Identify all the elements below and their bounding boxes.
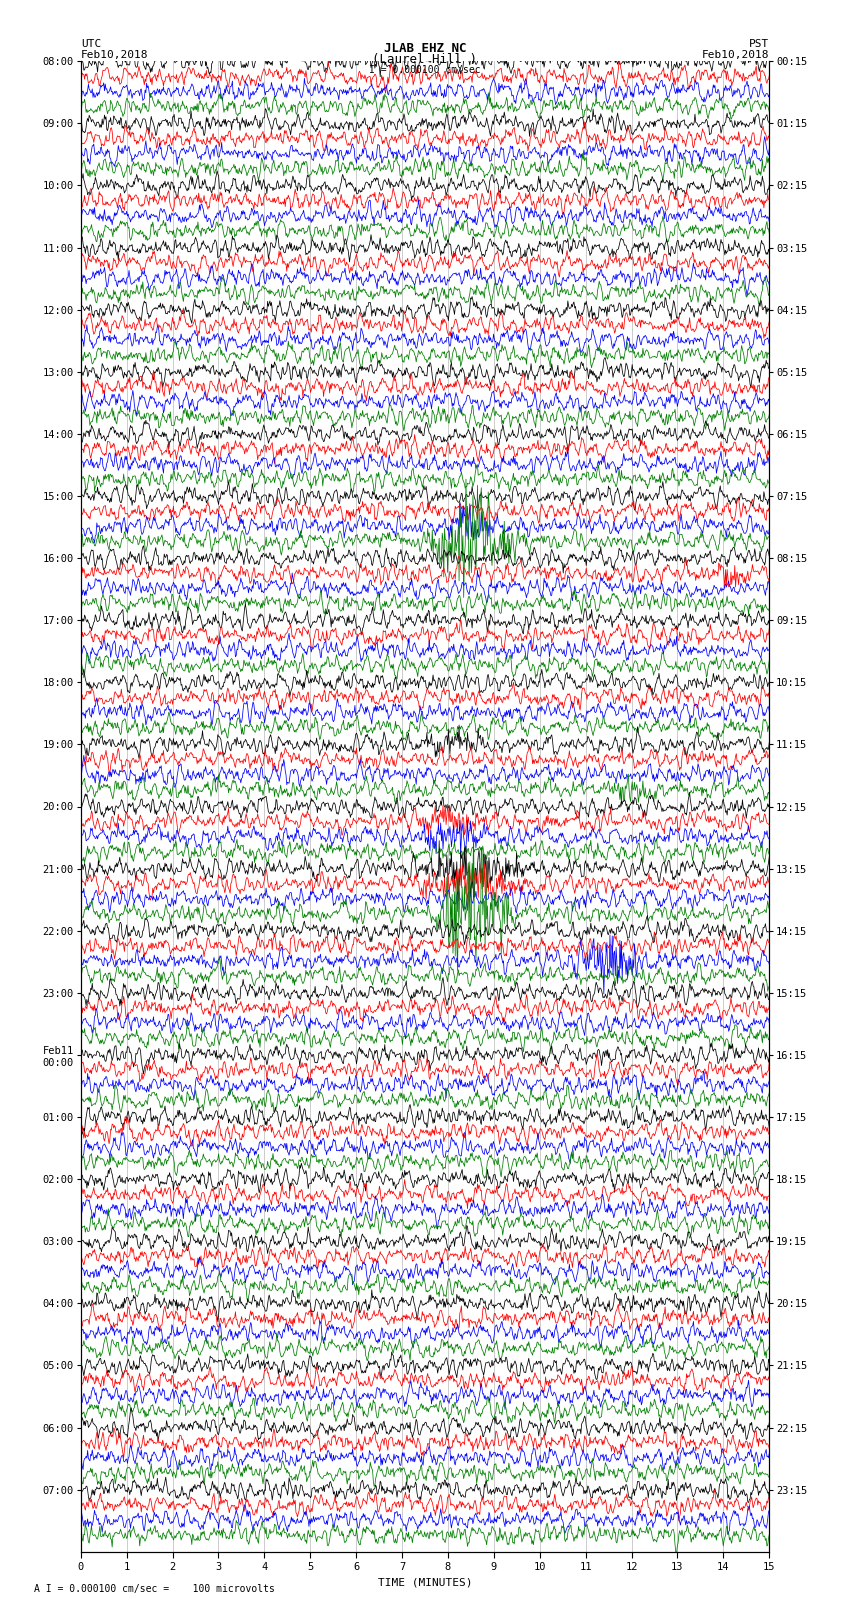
- Text: UTC: UTC: [81, 39, 101, 48]
- Text: Feb10,2018: Feb10,2018: [81, 50, 148, 60]
- Text: I = 0.000100 cm/sec: I = 0.000100 cm/sec: [369, 65, 481, 74]
- X-axis label: TIME (MINUTES): TIME (MINUTES): [377, 1578, 473, 1587]
- Text: JLAB EHZ NC: JLAB EHZ NC: [383, 42, 467, 55]
- Text: A I = 0.000100 cm/sec =    100 microvolts: A I = 0.000100 cm/sec = 100 microvolts: [34, 1584, 275, 1594]
- Text: Feb10,2018: Feb10,2018: [702, 50, 769, 60]
- Text: PST: PST: [749, 39, 769, 48]
- Text: (Laurel Hill ): (Laurel Hill ): [372, 53, 478, 66]
